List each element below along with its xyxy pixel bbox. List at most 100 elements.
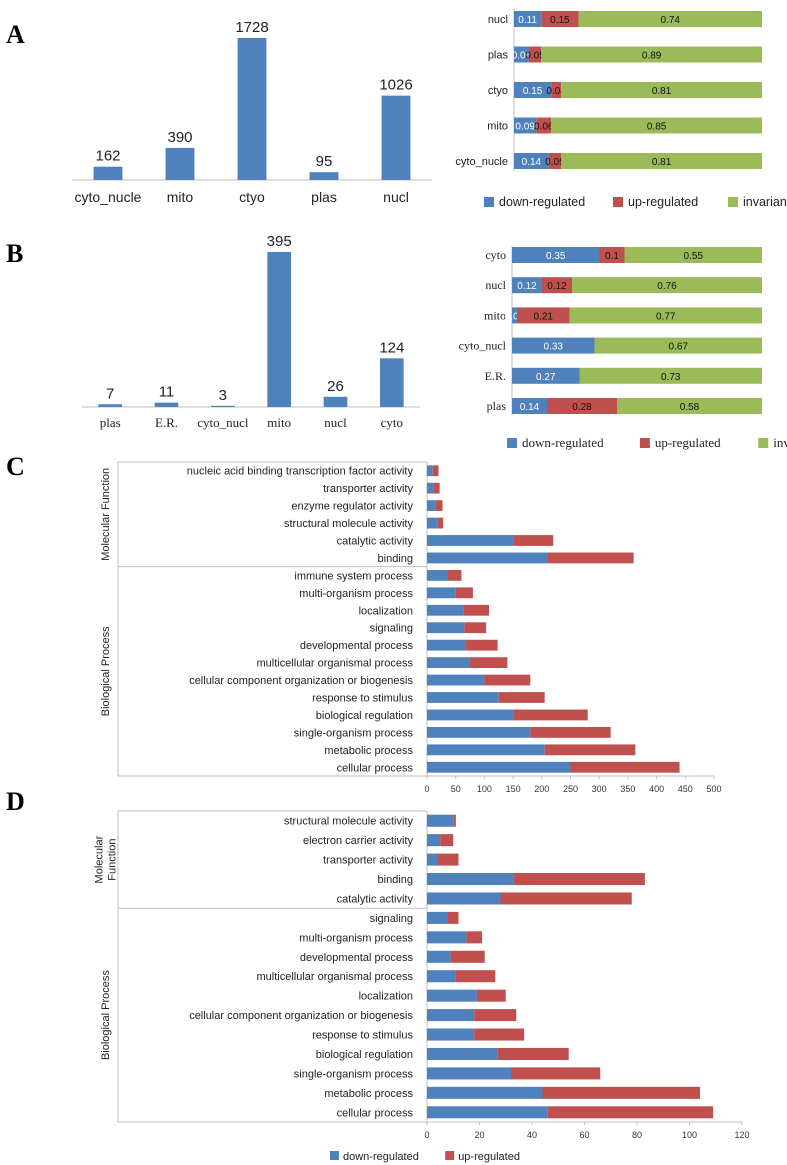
bar-response-to-stimulus-up-regulated xyxy=(474,1028,525,1041)
bar-cellular-component-organization-or-biogenesis-up-regulated xyxy=(484,674,531,686)
row-label-catalytic-activity: catalytic activity xyxy=(337,893,414,905)
tick-label-cyto: cyto xyxy=(381,415,403,430)
bar-ctyo xyxy=(237,37,267,180)
bar-multi-organism-process-up-regulated xyxy=(466,931,483,944)
x-tick-label-60: 60 xyxy=(579,1130,589,1140)
bar-cyto-nucle-invariant xyxy=(561,153,762,169)
data-label-mito-invariant: 0.85 xyxy=(647,122,667,133)
bar-enzyme-regulator-activity-up-regulated xyxy=(435,500,443,512)
bar-transporter-activity-up-regulated xyxy=(437,853,459,866)
bar-cellular-component-organization-or-biogenesis-down-regulated xyxy=(427,674,485,686)
bar-metabolic-process-down-regulated xyxy=(427,744,545,756)
bar-cyto-nucl xyxy=(211,405,235,407)
bar-multicellular-organismal-process-up-regulated xyxy=(455,970,496,983)
row-label-biological-regulation: biological regulation xyxy=(316,1049,413,1061)
bar-catalytic-activity-up-regulated xyxy=(500,892,632,905)
bar-localization-up-regulated xyxy=(476,989,506,1002)
data-label-nucl-invariant: 0.74 xyxy=(661,15,681,26)
row-label-developmental-process: developmental process xyxy=(300,640,414,652)
legend-swatch-up-regulated xyxy=(445,1151,455,1160)
x-tick-label-100: 100 xyxy=(477,784,492,794)
data-label-plas: 95 xyxy=(316,153,333,170)
bar-nucleic-acid-binding-transcription-factor-activity-up-regulated xyxy=(432,465,439,477)
data-label-nucl-down-regulated: 0.11 xyxy=(518,15,537,26)
group-label-biological-process: Biological Process xyxy=(100,626,112,716)
bar-electron-carrier-activity-up-regulated xyxy=(440,834,454,847)
bar-plas xyxy=(309,172,339,180)
data-label-plas-up-regulated: 0.28 xyxy=(572,402,592,413)
row-label-nucl: nucl xyxy=(485,278,506,292)
legend-label-invariant: invariant xyxy=(773,435,787,450)
data-label-mito-invariant: 0.77 xyxy=(656,311,676,322)
bar-plas-invariant xyxy=(541,46,762,63)
legend-label-down-regulated: down-regulated xyxy=(522,435,604,450)
legend-swatch-up-regulated xyxy=(613,197,623,207)
x-tick-label-20: 20 xyxy=(474,1130,484,1140)
data-label-e-r-invariant: 0.73 xyxy=(661,372,681,383)
row-label-e-r: E.R. xyxy=(485,369,506,383)
bar-signaling-up-regulated xyxy=(448,911,459,924)
panel-letter-b: B xyxy=(6,239,23,268)
tick-label-nucl: nucl xyxy=(383,189,409,205)
row-label-mito: mito xyxy=(487,121,508,133)
legend-label-up-regulated: up-regulated xyxy=(628,195,698,209)
bar-biological-regulation-down-regulated xyxy=(427,709,514,721)
tick-label-plas: plas xyxy=(311,189,337,205)
data-label-ctyo-down-regulated: 0.15 xyxy=(523,86,543,97)
x-tick-label-400: 400 xyxy=(649,784,664,794)
x-tick-label-100: 100 xyxy=(682,1130,697,1140)
bar-localization-up-regulated xyxy=(463,604,489,616)
legend-label-down-regulated: down-regulated xyxy=(499,195,585,209)
data-label-ctyo-up-regulated: 0.04 xyxy=(546,86,566,97)
chart-c-go-annotation: Molecular Function Biological Process nucl… xyxy=(100,461,722,794)
bar-signaling-up-regulated xyxy=(464,622,487,634)
legend-label-up-regulated: up-regulated xyxy=(458,1151,520,1163)
row-label-cellular-component-organization-or-biogenesis: cellular component organization or bioge… xyxy=(189,675,413,687)
bar-structural-molecule-activity-up-regulated xyxy=(437,517,444,529)
legend-swatch-up-regulated xyxy=(639,438,650,448)
data-label-nucl-invariant: 0.76 xyxy=(657,281,677,292)
bar-plas-invariant xyxy=(617,398,762,414)
chart-b-localization-counts: 7 plas 11 E.R. 3 cyto_nucl 395 mito 26 nucl 124 cyt… xyxy=(82,233,420,430)
row-label-cyto: cyto xyxy=(485,248,506,262)
bar-mito-up-regulated xyxy=(536,117,552,134)
tick-label-e-r: E.R. xyxy=(155,415,178,430)
row-label-mito: mito xyxy=(484,308,506,322)
bar-cyto-invariant xyxy=(624,247,762,263)
bar-ctyo-down-regulated xyxy=(514,82,552,98)
data-label-e-r-down-regulated: 0.27 xyxy=(536,372,556,383)
bar-nucl xyxy=(323,396,348,407)
row-label-cyto-nucl: cyto_nucl xyxy=(459,339,507,353)
row-label-enzyme-regulator-activity: enzyme regulator activity xyxy=(291,501,413,513)
bar-cellular-component-organization-or-biogenesis-down-regulated xyxy=(427,1009,475,1022)
bar-signaling-down-regulated xyxy=(427,622,465,634)
bar-localization-down-regulated xyxy=(427,989,477,1002)
data-label-nucl-up-regulated: 0.15 xyxy=(550,15,570,26)
x-tick-label-40: 40 xyxy=(527,1130,537,1140)
bar-nucl-invariant xyxy=(572,277,762,294)
bar-single-organism-process-down-regulated xyxy=(427,1067,511,1080)
bar-e-r xyxy=(154,402,179,407)
bar-cellular-process-up-regulated xyxy=(547,1106,714,1119)
row-label-localization: localization xyxy=(359,605,413,617)
row-label-response-to-stimulus: response to stimulus xyxy=(312,1030,413,1042)
bar-ctyo-invariant xyxy=(561,82,762,98)
bar-structural-molecule-activity-up-regulated xyxy=(453,814,456,827)
bar-immune-system-process-up-regulated xyxy=(447,569,462,581)
row-label-single-organism-process: single-organism process xyxy=(294,727,414,739)
x-tick-label-150: 150 xyxy=(506,784,521,794)
bar-multicellular-organismal-process-down-regulated xyxy=(427,657,471,669)
tick-label-cyto-nucl: cyto_nucl xyxy=(197,415,249,430)
legend-swatch-down-regulated xyxy=(330,1151,339,1160)
data-label-cyto-nucl-down-regulated: 0.33 xyxy=(544,342,564,353)
bar-biological-regulation-down-regulated xyxy=(427,1047,498,1060)
data-label-nucl: 1026 xyxy=(379,77,412,94)
row-label-structural-molecule-activity: structural molecule activity xyxy=(284,518,413,530)
row-label-immune-system-process: immune system process xyxy=(294,570,413,582)
data-label-cyto-up-regulated: 0.1 xyxy=(605,251,619,262)
bar-multi-organism-process-up-regulated xyxy=(455,587,473,599)
tick-label-nucl: nucl xyxy=(324,415,347,430)
row-label-cellular-process: cellular process xyxy=(337,762,414,774)
